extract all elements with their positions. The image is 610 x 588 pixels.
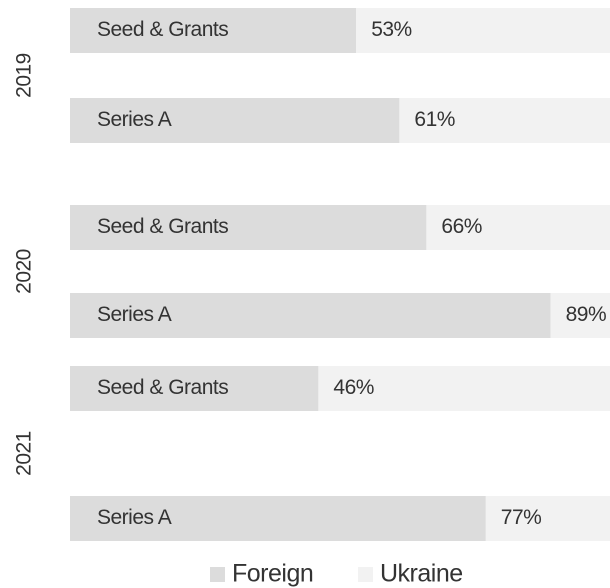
value-label: 77%	[501, 506, 542, 529]
bar-segment	[70, 366, 319, 411]
bar-segment	[70, 205, 427, 250]
bar-segment	[70, 496, 486, 541]
group-label: 2020	[13, 249, 36, 294]
group-label: 2019	[13, 53, 36, 98]
value-label: 53%	[371, 18, 412, 41]
legend-swatch	[210, 567, 225, 582]
legend-swatch	[358, 567, 373, 582]
bar-segment	[426, 205, 610, 250]
category-label: Seed & Grants	[97, 376, 228, 399]
category-label: Seed & Grants	[97, 18, 228, 41]
legend-label: Ukraine	[380, 560, 463, 588]
legend-label: Foreign	[232, 560, 313, 588]
category-label: Series A	[97, 108, 172, 131]
value-label: 61%	[414, 108, 455, 131]
bar-segment	[318, 366, 610, 411]
bar-segment	[399, 98, 610, 143]
bar-segment	[70, 98, 400, 143]
bar-segment	[485, 496, 610, 541]
value-label: 66%	[441, 215, 482, 238]
value-label: 89%	[566, 303, 607, 326]
bar-segment	[356, 8, 610, 53]
category-label: Series A	[97, 303, 172, 326]
bar-segment	[70, 8, 357, 53]
bar-segment	[70, 293, 551, 338]
bar-segment	[550, 293, 610, 338]
value-label: 46%	[333, 376, 374, 399]
category-label: Seed & Grants	[97, 215, 228, 238]
category-label: Series A	[97, 506, 172, 529]
group-label: 2021	[13, 431, 36, 476]
